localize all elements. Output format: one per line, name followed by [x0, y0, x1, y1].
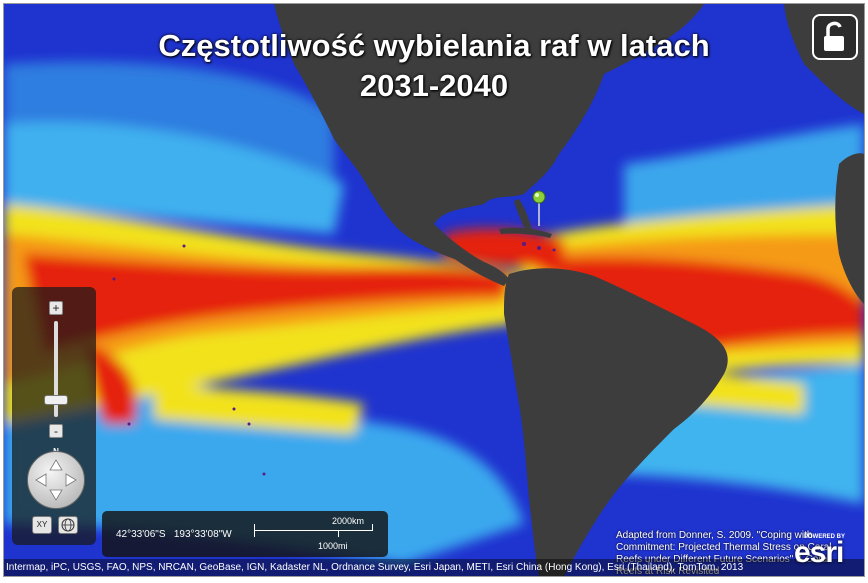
- scale-tick-mi: [338, 530, 339, 537]
- scale-km-label: 2000km: [332, 516, 365, 526]
- longitude: 193°33'08"W: [173, 529, 232, 540]
- esri-logo[interactable]: esri: [794, 536, 844, 569]
- latlong-text: 42°33'06"S 193°33'08"W: [116, 529, 232, 540]
- zoom-slider-track[interactable]: [54, 321, 58, 417]
- zoom-slider-thumb[interactable]: [44, 394, 68, 405]
- powered-by-label: POWERED BY: [804, 534, 846, 540]
- xy-button[interactable]: XY: [32, 516, 52, 534]
- globe-button[interactable]: [58, 516, 78, 534]
- pan-control[interactable]: [27, 451, 85, 509]
- island-dots: [112, 242, 556, 476]
- title-line-1: Częstotliwość wybielania raf w latach: [158, 28, 710, 63]
- map-title: Częstotliwość wybielania raf w latach 20…: [4, 26, 864, 106]
- source-attribution: Adapted from Donner, S. 2009. "Coping wi…: [616, 530, 832, 577]
- scale-mi-label: 1000mi: [318, 541, 348, 551]
- coordinate-readout: 42°33'06"S 193°33'08"W 2000km 1000mi: [102, 511, 388, 557]
- land-layer: [274, 4, 864, 576]
- zoom-in-button[interactable]: +: [49, 301, 63, 315]
- scale-tick-km: [372, 524, 373, 531]
- pan-arrows-icon: [35, 459, 77, 501]
- south-america: [504, 268, 728, 576]
- unlock-button[interactable]: [812, 14, 858, 60]
- reef-bleaching-map[interactable]: [4, 4, 864, 576]
- scale-bar-line: [254, 530, 372, 531]
- north-america: [274, 4, 704, 280]
- zoom-panel: + - N XY: [12, 287, 96, 545]
- zoom-out-button[interactable]: -: [49, 424, 63, 438]
- latitude: 42°33'06"S: [116, 529, 166, 540]
- globe-icon: [61, 518, 75, 532]
- scale-tick-start: [254, 524, 255, 537]
- title-line-2: 2031-2040: [359, 68, 509, 103]
- basemap-credits: Intermap, iPC, USGS, FAO, NPS, NRCAN, Ge…: [4, 559, 864, 576]
- map-frame[interactable]: Częstotliwość wybielania raf w latach 20…: [3, 3, 865, 577]
- unlock-icon: [824, 21, 844, 51]
- map-pin[interactable]: [532, 190, 546, 226]
